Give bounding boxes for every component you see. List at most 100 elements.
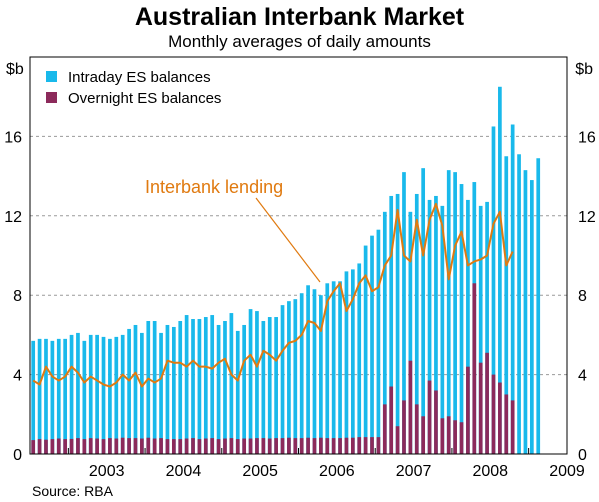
bar-intraday (363, 245, 368, 454)
legend-swatch-intraday (46, 71, 57, 82)
bar-intraday (440, 205, 445, 454)
bar-overnight (395, 426, 400, 454)
bar-intraday (108, 338, 112, 454)
bar-intraday (287, 301, 291, 454)
bar-intraday (184, 315, 189, 454)
bar-intraday (306, 285, 310, 454)
bar-intraday (376, 229, 381, 454)
bar-intraday (408, 211, 413, 454)
bar-overnight (159, 438, 163, 454)
legend-label-overnight: Overnight ES balances (68, 90, 221, 107)
bar-intraday (248, 309, 253, 454)
tick-labels: 0 0 4 4 8 8 12 12 16 16 2003 2004 2005 2006 2007 2008 20… (4, 129, 596, 480)
bar-intraday (510, 124, 515, 455)
bar-intraday (344, 271, 349, 454)
bar-overnight (101, 439, 106, 454)
bar-overnight (37, 439, 42, 454)
chart-title: Australian Interbank Market (135, 3, 465, 31)
bar-intraday (389, 195, 394, 454)
bar-intraday (338, 281, 342, 454)
x-tick-label-2009: 2009 (549, 463, 585, 480)
x-tick-label-2004: 2004 (166, 463, 202, 480)
bar-overnight (389, 386, 394, 454)
bar-intraday (427, 199, 432, 454)
bar-intraday (280, 305, 285, 454)
bar-intraday (127, 328, 131, 454)
bar-overnight (331, 438, 336, 454)
legend-label-intraday: Intraday ES balances (68, 69, 211, 86)
bar-overnight (203, 438, 208, 454)
axes (29, 56, 568, 455)
bar-intraday (529, 180, 534, 454)
x-tick-label-2008: 2008 (472, 463, 508, 480)
bar-intraday (210, 315, 215, 454)
bar-intraday (267, 317, 272, 454)
bar-intraday (50, 340, 55, 454)
annotation-interbank-lending: Interbank lending (145, 177, 283, 197)
bar-intraday (357, 263, 362, 454)
bar-intraday (56, 338, 61, 454)
bar-intraday (434, 195, 438, 454)
bar-overnight (171, 439, 176, 454)
bar-overnight (382, 404, 387, 454)
bar-intraday (191, 319, 195, 454)
bar-overnight (76, 438, 80, 454)
bar-overnight (498, 382, 502, 454)
bar-overnight (446, 416, 451, 454)
bar-intraday (299, 293, 304, 454)
bar-intraday (197, 319, 202, 454)
legend-swatch-overnight (46, 92, 57, 103)
bar-intraday (88, 334, 93, 454)
bar-intraday (459, 184, 464, 455)
bar-overnight (440, 418, 445, 454)
y-tick-left-16: 16 (4, 129, 22, 146)
y-axis-unit-left: $b (6, 61, 24, 78)
bar-intraday (485, 201, 489, 454)
bar-overnight (108, 438, 112, 454)
y-tick-right-16: 16 (578, 129, 596, 146)
bar-overnight (140, 438, 144, 454)
bar-overnight (325, 438, 330, 454)
bar-overnight (370, 437, 374, 454)
bar-overnight (56, 438, 61, 454)
bar-overnight (44, 439, 48, 454)
bar-intraday (242, 324, 247, 454)
bar-overnight (357, 437, 362, 454)
bar-intraday (216, 324, 221, 454)
bar-overnight (82, 439, 87, 454)
bar-overnight (402, 400, 406, 454)
bar-intraday (44, 338, 48, 454)
bar-overnight (229, 438, 234, 454)
bar-intraday (101, 336, 106, 454)
bar-overnight (197, 439, 202, 454)
bar-overnight (114, 438, 119, 454)
bar-intraday (95, 334, 99, 454)
bar-overnight (293, 438, 298, 454)
bar-overnight (88, 438, 93, 454)
bar-overnight (344, 437, 349, 454)
annotation-leader-line (255, 197, 321, 283)
bar-intraday (446, 170, 451, 454)
bar-overnight (478, 362, 483, 454)
bar-overnight (248, 438, 253, 454)
bar-overnight (434, 390, 438, 454)
bar-overnight (287, 437, 291, 454)
bar-intraday (203, 317, 208, 454)
bar-overnight (421, 416, 426, 454)
bar-intraday (261, 321, 266, 454)
bar-overnight (338, 438, 342, 454)
bar-intraday (395, 193, 400, 454)
bar-intraday (229, 313, 234, 454)
bar-overnight (280, 438, 285, 454)
y-axis-unit-right: $b (575, 61, 593, 78)
bar-overnight (414, 404, 419, 454)
bar-intraday (453, 172, 457, 454)
x-tick-label-2005: 2005 (242, 463, 278, 480)
bar-overnight (184, 438, 189, 454)
bar-intraday (293, 299, 298, 454)
bar-overnight (466, 366, 470, 454)
bar-intraday (414, 193, 419, 454)
bar-intraday (171, 326, 176, 454)
